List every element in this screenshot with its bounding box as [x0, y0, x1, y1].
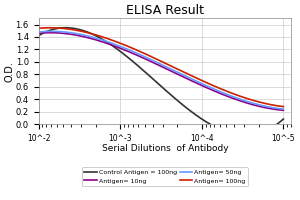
Control Antigen = 100ng [135, 64, 139, 66]
Antigen= 100ng [132, 47, 135, 50]
Antigen= 100ng [37, 27, 40, 29]
Control Antigen = 100ng [74, 28, 78, 30]
Antigen= 10ng [75, 34, 79, 36]
Antigen= 100ng [48, 27, 52, 29]
Control Antigen = 100ng [37, 35, 40, 37]
Control Antigen = 100ng [58, 27, 61, 29]
Antigen= 50ng [75, 32, 79, 35]
Antigen= 50ng [37, 31, 40, 33]
X-axis label: Serial Dilutions  of Antibody: Serial Dilutions of Antibody [102, 144, 228, 153]
Antigen= 10ng [282, 109, 285, 112]
Line: Antigen= 50ng: Antigen= 50ng [38, 31, 284, 109]
Antigen= 100ng [136, 49, 140, 52]
Title: ELISA Result: ELISA Result [126, 4, 204, 17]
Control Antigen = 100ng [131, 60, 134, 63]
Antigen= 50ng [132, 51, 135, 53]
Control Antigen = 100ng [282, 118, 285, 120]
Antigen= 50ng [136, 52, 140, 55]
Antigen= 100ng [75, 29, 79, 32]
Line: Antigen= 100ng: Antigen= 100ng [38, 28, 284, 107]
Antigen= 10ng [60, 32, 63, 34]
Antigen= 100ng [281, 105, 284, 108]
Antigen= 50ng [136, 53, 140, 55]
Antigen= 10ng [136, 54, 140, 57]
Control Antigen = 100ng [281, 119, 284, 121]
Legend: Control Antigen = 100ng, Antigen= 10ng, Antigen= 50ng, Antigen= 100ng: Control Antigen = 100ng, Antigen= 10ng, … [82, 167, 248, 186]
Line: Control Antigen = 100ng: Control Antigen = 100ng [38, 28, 284, 135]
Antigen= 100ng [136, 50, 140, 52]
Antigen= 10ng [132, 52, 135, 55]
Antigen= 50ng [50, 30, 53, 33]
Antigen= 10ng [136, 55, 140, 57]
Antigen= 50ng [60, 30, 63, 33]
Y-axis label: O.D.: O.D. [4, 61, 14, 82]
Line: Antigen= 10ng: Antigen= 10ng [38, 33, 284, 110]
Antigen= 50ng [281, 108, 284, 110]
Control Antigen = 100ng [244, 134, 247, 136]
Antigen= 100ng [282, 105, 285, 108]
Control Antigen = 100ng [136, 64, 140, 67]
Antigen= 10ng [48, 31, 52, 34]
Control Antigen = 100ng [64, 27, 68, 29]
Antigen= 10ng [37, 32, 40, 34]
Antigen= 50ng [282, 108, 285, 110]
Antigen= 100ng [60, 27, 63, 29]
Antigen= 10ng [281, 109, 284, 111]
